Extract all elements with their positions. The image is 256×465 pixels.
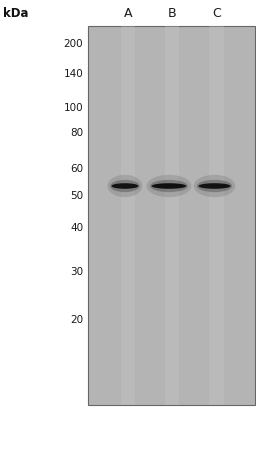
Bar (121, 26, 135, 405)
Text: 200: 200 (63, 39, 83, 49)
Text: 40: 40 (70, 223, 83, 233)
Text: A: A (124, 7, 132, 20)
Text: 30: 30 (70, 267, 83, 277)
Bar (88, 26, 255, 405)
Ellipse shape (194, 175, 235, 197)
Text: 100: 100 (63, 103, 83, 113)
Ellipse shape (150, 180, 188, 192)
Text: B: B (168, 7, 176, 20)
Bar (209, 26, 224, 405)
Ellipse shape (112, 183, 138, 189)
Text: 50: 50 (70, 191, 83, 201)
Text: 20: 20 (70, 315, 83, 325)
Ellipse shape (110, 180, 140, 192)
Bar (165, 26, 179, 405)
Ellipse shape (197, 180, 232, 192)
Text: 80: 80 (70, 127, 83, 138)
Ellipse shape (146, 175, 191, 197)
Ellipse shape (152, 183, 186, 189)
Text: kDa: kDa (3, 7, 28, 20)
Text: 60: 60 (70, 164, 83, 174)
Text: C: C (212, 7, 221, 20)
Ellipse shape (108, 175, 142, 197)
Text: 140: 140 (63, 69, 83, 80)
Ellipse shape (199, 183, 230, 189)
